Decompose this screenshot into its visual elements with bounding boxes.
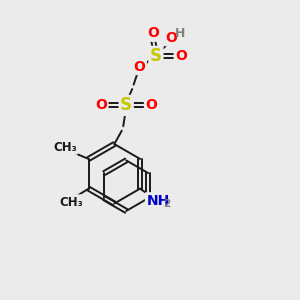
Text: S: S: [150, 47, 162, 65]
Text: O: O: [175, 50, 187, 63]
Text: O: O: [145, 98, 157, 112]
Text: H: H: [175, 27, 185, 40]
Text: O: O: [95, 98, 107, 112]
Text: O: O: [147, 26, 159, 40]
Text: 2: 2: [163, 200, 170, 209]
Text: CH₃: CH₃: [59, 196, 82, 208]
Text: NH: NH: [146, 194, 170, 208]
Text: CH₃: CH₃: [53, 140, 77, 154]
Text: O: O: [134, 60, 146, 74]
Text: S: S: [120, 96, 132, 114]
Text: O: O: [166, 31, 177, 45]
